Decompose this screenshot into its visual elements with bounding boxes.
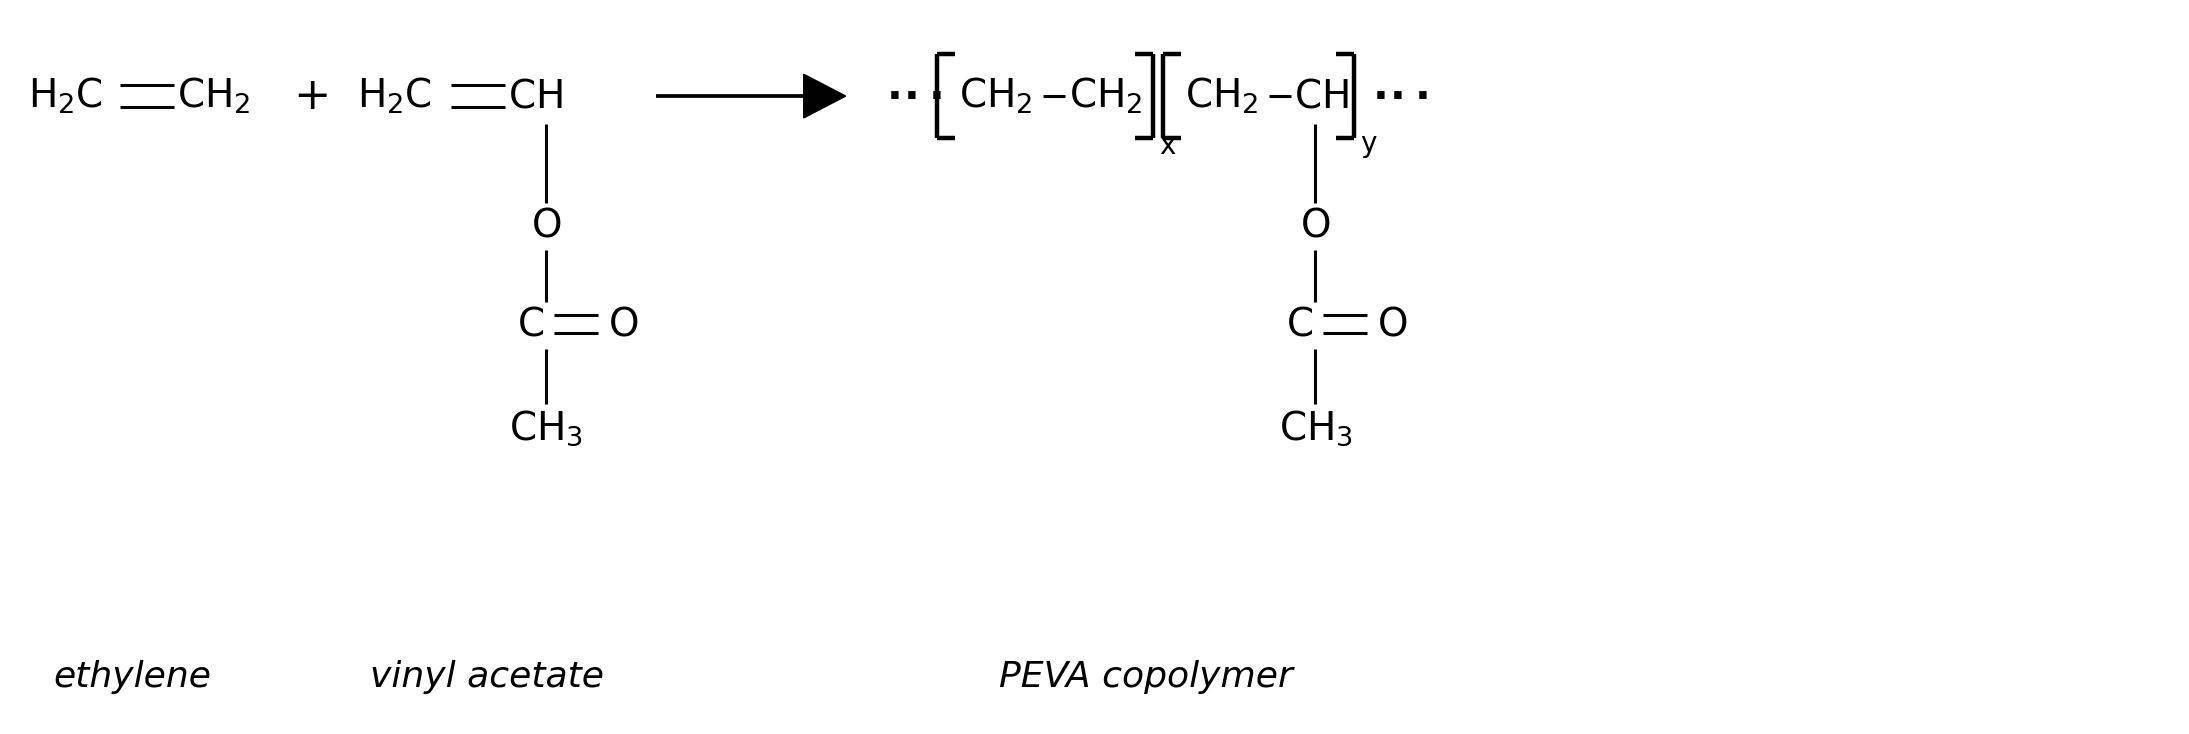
- Text: $\mathsf{CH_3}$: $\mathsf{CH_3}$: [1278, 409, 1353, 448]
- Text: $\mathsf{O}$: $\mathsf{O}$: [1300, 206, 1331, 244]
- Text: $+$: $+$: [293, 75, 328, 117]
- Text: $\mathsf{CH}$: $\mathsf{CH}$: [1294, 77, 1348, 115]
- Text: $\mathsf{H_2C}$: $\mathsf{H_2C}$: [28, 76, 103, 116]
- Text: $\mathsf{y}$: $\mathsf{y}$: [1359, 131, 1379, 160]
- Text: $\mathsf{x}$: $\mathsf{x}$: [1158, 131, 1175, 160]
- Text: $\mathsf{CH_2}$: $\mathsf{CH_2}$: [959, 76, 1033, 116]
- Text: $\mathsf{H_2C}$: $\mathsf{H_2C}$: [357, 76, 431, 116]
- Text: $\mathsf{O}$: $\mathsf{O}$: [1377, 305, 1408, 344]
- Text: $\mathsf{CH_2}$: $\mathsf{CH_2}$: [177, 76, 252, 116]
- Text: $\mathbf{\cdot\!\cdot\!\cdot}$: $\mathbf{\cdot\!\cdot\!\cdot}$: [887, 75, 941, 117]
- Text: $\mathsf{CH_2}$: $\mathsf{CH_2}$: [1184, 76, 1259, 116]
- Text: $\mathsf{O}$: $\mathsf{O}$: [609, 305, 639, 344]
- Text: $\mathsf{C}$: $\mathsf{C}$: [517, 305, 543, 344]
- Text: vinyl acetate: vinyl acetate: [370, 660, 604, 694]
- Text: $\mathsf{C}$: $\mathsf{C}$: [1285, 305, 1313, 344]
- Text: PEVA copolymer: PEVA copolymer: [998, 660, 1294, 694]
- Text: ethylene: ethylene: [53, 660, 212, 694]
- Text: $\mathbf{\cdot\!\cdot\!\cdot}$: $\mathbf{\cdot\!\cdot\!\cdot}$: [1373, 75, 1427, 117]
- Text: $\mathsf{CH}$: $\mathsf{CH}$: [508, 77, 563, 115]
- Text: $\mathsf{CH_2}$: $\mathsf{CH_2}$: [1068, 76, 1143, 116]
- Text: $\mathsf{O}$: $\mathsf{O}$: [532, 206, 563, 244]
- Polygon shape: [803, 74, 845, 118]
- Text: $\mathsf{CH_3}$: $\mathsf{CH_3}$: [510, 409, 582, 448]
